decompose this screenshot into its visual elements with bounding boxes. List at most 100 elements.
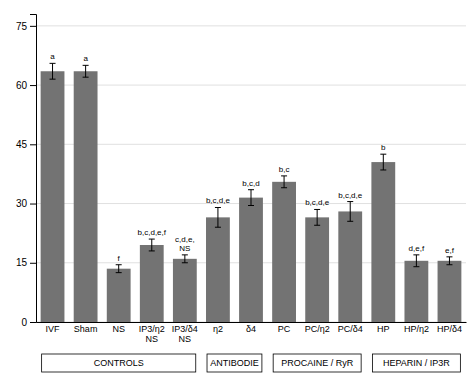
marks bbox=[41, 63, 462, 322]
annotation: b,c,d bbox=[242, 179, 259, 188]
bar bbox=[338, 211, 362, 322]
error-bar-cap bbox=[347, 221, 353, 222]
error-bar-cap bbox=[281, 175, 287, 176]
bar bbox=[107, 269, 131, 322]
group-box bbox=[207, 354, 262, 372]
error-bar bbox=[215, 207, 221, 227]
error-bar-cap bbox=[215, 227, 221, 228]
x-tick-label: η2 bbox=[213, 324, 223, 334]
x-tick: PC/η2 bbox=[305, 322, 330, 334]
error-bar-cap bbox=[182, 262, 188, 263]
bar bbox=[438, 261, 462, 322]
error-bar bbox=[347, 202, 353, 222]
x-tick: IP3/η2NS bbox=[139, 322, 165, 344]
x-tick-label: PC bbox=[278, 324, 291, 334]
bar bbox=[41, 71, 65, 322]
error-bar bbox=[116, 265, 122, 273]
y-tick-mark bbox=[30, 263, 36, 264]
y-tick: 45 bbox=[16, 139, 36, 150]
y-tick-label: 75 bbox=[16, 21, 28, 32]
error-bar bbox=[182, 255, 188, 263]
y-tick-label: 30 bbox=[16, 198, 28, 209]
x-axis-line bbox=[37, 322, 467, 323]
annotations: aafb,c,d,e,fc,d,e,NSb,c,d,eb,c,db,cb,c,d… bbox=[50, 52, 454, 262]
bar bbox=[272, 182, 296, 322]
x-axis: IVFShamNSIP3/η2NSIP3/δ4NSη2δ4PCPC/η2PC/δ… bbox=[37, 322, 467, 344]
x-tick: δ4 bbox=[246, 322, 256, 334]
y-tick-mark bbox=[30, 26, 36, 27]
bar bbox=[173, 259, 197, 322]
bar bbox=[206, 217, 230, 322]
chart: 0 15 30 45 60 75 IVF Sham NS IP3/η2NS IP3/δ4NS η2 δ4… bbox=[0, 0, 474, 378]
error-bar-stem bbox=[217, 207, 218, 227]
error-bar-stem bbox=[317, 209, 318, 225]
error-bar bbox=[50, 63, 56, 79]
bar bbox=[140, 245, 164, 322]
group-label: CONTROLS bbox=[94, 358, 144, 368]
annotation: f bbox=[118, 254, 121, 263]
x-tick: Sham bbox=[74, 322, 98, 334]
bar bbox=[239, 198, 263, 322]
group-label: HEPARIN / IP3R bbox=[383, 358, 450, 368]
x-tick-label: HP/δ4 bbox=[437, 324, 462, 334]
error-bar-cap bbox=[413, 266, 419, 267]
bar bbox=[74, 71, 98, 322]
error-bar-cap bbox=[50, 63, 56, 64]
error-bar bbox=[314, 209, 320, 225]
error-bar-stem bbox=[151, 239, 152, 251]
error-bar-stem bbox=[350, 202, 351, 222]
x-tick-label: HP bbox=[377, 324, 390, 334]
y-tick-label: 0 bbox=[21, 317, 27, 328]
grid-line bbox=[36, 25, 466, 26]
error-bar bbox=[281, 176, 287, 188]
error-bar-stem bbox=[284, 176, 285, 188]
grid bbox=[36, 26, 466, 322]
annotation: b,c bbox=[279, 165, 290, 174]
annotation: d,e,f bbox=[409, 244, 425, 253]
x-tick: η2 bbox=[213, 322, 223, 334]
error-bar-stem bbox=[118, 265, 119, 273]
error-bar-cap bbox=[281, 187, 287, 188]
annotation: b,c,d,e,f bbox=[138, 228, 167, 237]
x-tick-label: IVF bbox=[46, 324, 61, 334]
error-bar-stem bbox=[383, 154, 384, 170]
y-axis-line bbox=[30, 15, 37, 323]
x-tick: NS bbox=[112, 322, 125, 334]
y-tick: 30 bbox=[16, 198, 36, 209]
groups: CONTROLSANTIBODIEPROCAINE / RyRHEPARIN /… bbox=[42, 354, 461, 372]
bar bbox=[404, 261, 428, 322]
error-bar-stem bbox=[184, 255, 185, 263]
x-tick: IP3/δ4NS bbox=[172, 322, 198, 344]
group-box bbox=[273, 354, 361, 372]
error-bar bbox=[149, 239, 155, 251]
error-bar-stem bbox=[449, 257, 450, 265]
y-tick-label: 15 bbox=[16, 257, 28, 268]
error-bar-cap bbox=[149, 239, 155, 240]
x-tick-label: IP3/η2NS bbox=[139, 324, 165, 344]
y-tick-label: 60 bbox=[16, 80, 28, 91]
error-bar bbox=[248, 190, 254, 206]
x-tick-label: HP/η2 bbox=[404, 324, 429, 334]
y-axis: 0 15 30 45 60 75 bbox=[16, 15, 37, 328]
error-bar-cap bbox=[446, 256, 452, 257]
error-bar-cap bbox=[248, 189, 254, 190]
error-bar-cap bbox=[413, 254, 419, 255]
y-tick-label: 45 bbox=[16, 139, 28, 150]
annotation: a bbox=[83, 54, 88, 63]
y-tick-mark bbox=[30, 144, 36, 145]
grid-line bbox=[36, 85, 466, 86]
annotation: b bbox=[381, 143, 386, 152]
x-tick: PC bbox=[278, 322, 291, 334]
error-bar-stem bbox=[251, 190, 252, 206]
annotation: c,d,e,NS bbox=[175, 235, 195, 253]
error-bar bbox=[413, 255, 419, 267]
x-tick: HP/η2 bbox=[404, 322, 429, 334]
error-bar-stem bbox=[85, 65, 86, 77]
x-tick-label: IP3/δ4NS bbox=[172, 324, 198, 344]
error-bar-stem bbox=[52, 63, 53, 79]
x-tick: HP bbox=[377, 322, 390, 334]
error-bar bbox=[83, 65, 89, 77]
error-bar-cap bbox=[380, 154, 386, 155]
y-tick: 75 bbox=[16, 21, 36, 32]
error-bar-cap bbox=[116, 272, 122, 273]
